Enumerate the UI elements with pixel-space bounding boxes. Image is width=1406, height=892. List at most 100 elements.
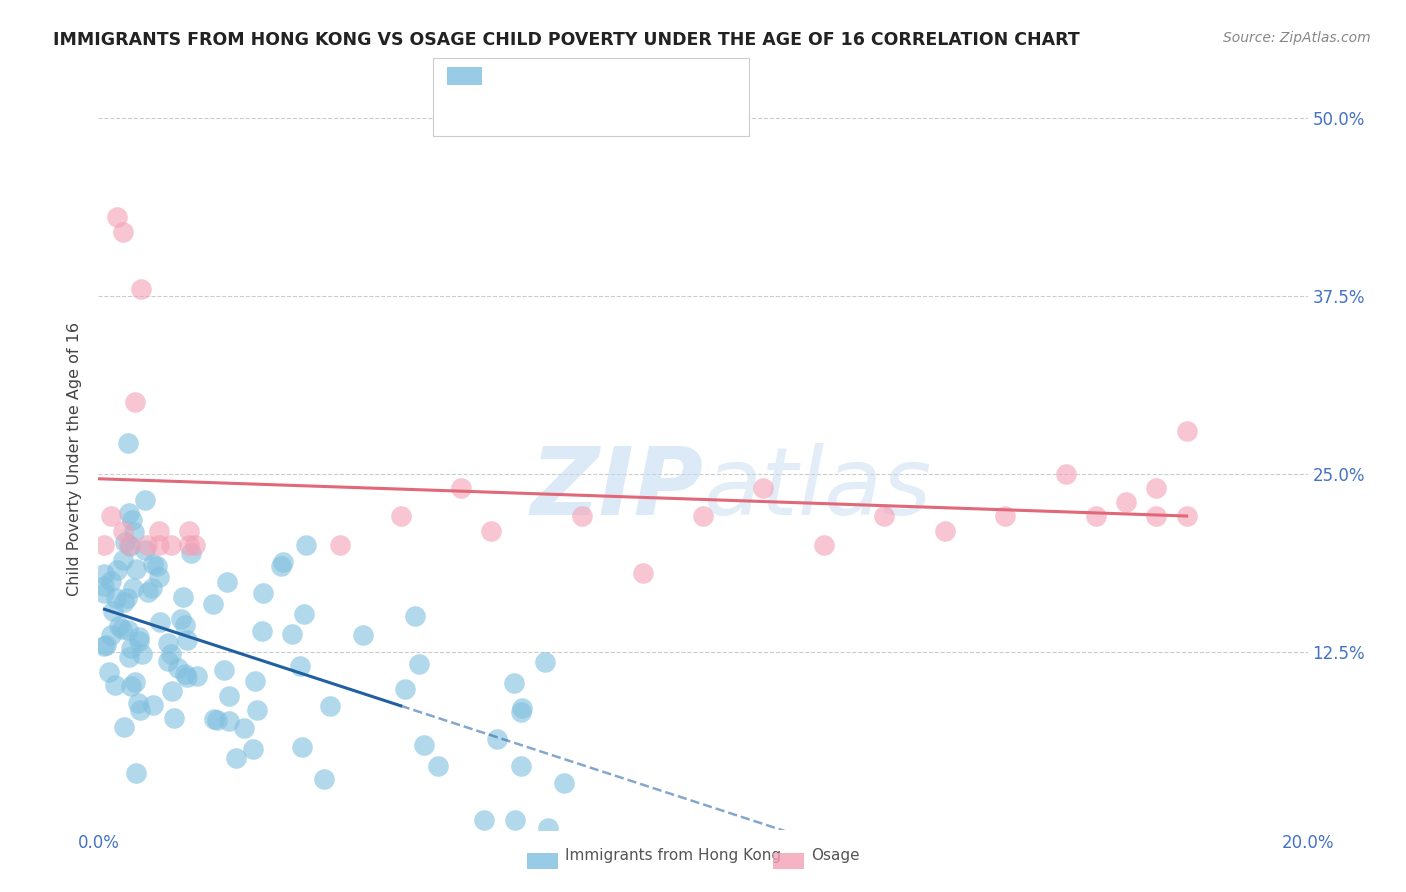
- Point: [128, 633, 150, 648]
- Point: [450, 481, 472, 495]
- Point: [179, 538, 201, 552]
- Point: [93, 586, 115, 600]
- Y-axis label: Child Poverty Under the Age of 16: Child Poverty Under the Age of 16: [67, 322, 83, 597]
- Point: [108, 619, 131, 633]
- Point: [118, 540, 141, 554]
- Point: [389, 509, 412, 524]
- Point: [218, 714, 240, 729]
- Text: 34: 34: [658, 106, 683, 124]
- Point: [242, 742, 264, 756]
- Point: [141, 582, 163, 596]
- Point: [873, 509, 896, 524]
- Point: [184, 538, 207, 552]
- Point: [553, 776, 575, 790]
- Point: [472, 814, 495, 828]
- Point: [412, 738, 434, 752]
- Point: [281, 626, 304, 640]
- Point: [225, 751, 247, 765]
- Point: [1085, 509, 1108, 524]
- Point: [134, 492, 156, 507]
- Text: Osage: Osage: [811, 848, 860, 863]
- Point: [118, 649, 141, 664]
- Point: [1115, 495, 1137, 509]
- Point: [994, 509, 1017, 524]
- Text: N =: N =: [616, 106, 655, 124]
- Point: [170, 612, 193, 626]
- Point: [142, 698, 165, 712]
- Text: -0.306: -0.306: [538, 72, 603, 90]
- Point: [111, 524, 134, 538]
- Point: [329, 538, 352, 552]
- Point: [426, 758, 449, 772]
- Point: [404, 608, 426, 623]
- Point: [111, 622, 134, 636]
- Point: [105, 591, 128, 606]
- Point: [292, 607, 315, 622]
- Point: [503, 676, 526, 690]
- Text: atlas: atlas: [703, 443, 931, 534]
- Point: [117, 436, 139, 450]
- Point: [509, 758, 531, 772]
- Point: [394, 682, 416, 697]
- Text: Immigrants from Hong Kong: Immigrants from Hong Kong: [565, 848, 782, 863]
- Point: [205, 713, 228, 727]
- Point: [120, 640, 142, 655]
- Point: [408, 657, 430, 671]
- Point: [112, 595, 135, 609]
- Point: [202, 712, 225, 726]
- Point: [134, 542, 156, 557]
- Point: [173, 666, 195, 681]
- Point: [124, 395, 146, 409]
- Point: [201, 597, 224, 611]
- Point: [163, 711, 186, 725]
- Point: [98, 665, 121, 679]
- Point: [1144, 509, 1167, 524]
- Point: [250, 624, 273, 638]
- Point: [352, 628, 374, 642]
- Point: [537, 821, 560, 835]
- Point: [129, 281, 152, 295]
- Point: [100, 574, 122, 589]
- Point: [270, 559, 292, 574]
- Point: [1175, 509, 1198, 524]
- Text: ZIP: ZIP: [530, 443, 703, 535]
- Point: [93, 639, 115, 653]
- Point: [120, 679, 142, 693]
- Text: N =: N =: [616, 72, 655, 90]
- Point: [148, 524, 170, 538]
- Point: [138, 585, 160, 599]
- Point: [118, 538, 141, 552]
- Point: [485, 732, 508, 747]
- Point: [176, 632, 198, 647]
- Text: R =: R =: [494, 106, 538, 124]
- Point: [160, 684, 183, 698]
- Point: [288, 658, 311, 673]
- Point: [179, 524, 201, 538]
- Point: [124, 675, 146, 690]
- Text: R =: R =: [494, 72, 533, 90]
- Point: [314, 772, 336, 787]
- Point: [105, 562, 128, 576]
- Text: Source: ZipAtlas.com: Source: ZipAtlas.com: [1223, 31, 1371, 45]
- Text: IMMIGRANTS FROM HONG KONG VS OSAGE CHILD POVERTY UNDER THE AGE OF 16 CORRELATION: IMMIGRANTS FROM HONG KONG VS OSAGE CHILD…: [53, 31, 1080, 49]
- Point: [167, 660, 190, 674]
- Point: [246, 703, 269, 717]
- Point: [271, 555, 294, 569]
- Point: [813, 538, 835, 552]
- Point: [117, 623, 139, 637]
- Point: [105, 211, 128, 225]
- Point: [142, 557, 165, 571]
- Point: [160, 538, 183, 552]
- Point: [111, 225, 134, 239]
- Point: [101, 604, 124, 618]
- Point: [934, 524, 956, 538]
- Point: [100, 628, 122, 642]
- Point: [571, 509, 593, 524]
- Point: [503, 814, 526, 828]
- Point: [295, 538, 318, 552]
- Point: [509, 705, 531, 719]
- Point: [481, 524, 503, 538]
- Text: 0.257: 0.257: [538, 106, 602, 124]
- Point: [752, 481, 775, 495]
- Point: [112, 553, 135, 567]
